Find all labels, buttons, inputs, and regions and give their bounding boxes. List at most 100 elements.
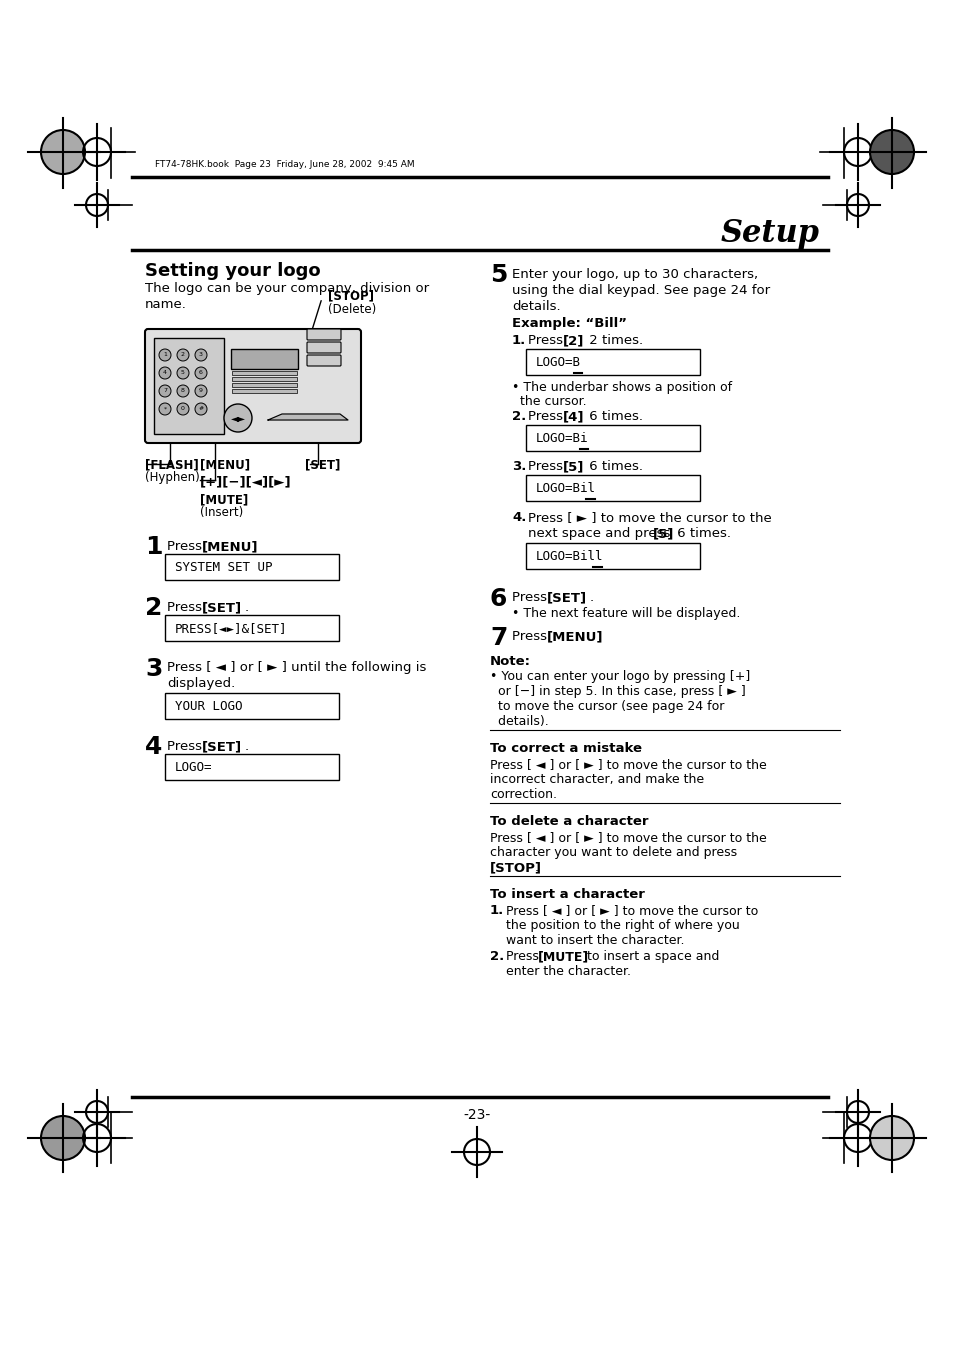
- Text: The logo can be your company, division or: The logo can be your company, division o…: [145, 282, 429, 295]
- Circle shape: [177, 349, 189, 361]
- Text: -23-: -23-: [463, 1108, 490, 1121]
- Circle shape: [177, 385, 189, 397]
- Text: 5: 5: [490, 263, 507, 286]
- Text: [SET]: [SET]: [305, 458, 340, 471]
- Circle shape: [224, 404, 252, 432]
- Text: (Hyphen): (Hyphen): [145, 471, 199, 484]
- Text: LOGO=Bi: LOGO=Bi: [536, 432, 588, 444]
- Text: 3: 3: [145, 657, 162, 681]
- Text: 6: 6: [490, 586, 507, 611]
- Text: 1: 1: [145, 535, 162, 559]
- Circle shape: [177, 403, 189, 415]
- Text: YOUR LOGO: YOUR LOGO: [174, 700, 242, 713]
- Text: [MENU]: [MENU]: [546, 630, 603, 643]
- Text: Note:: Note:: [490, 655, 531, 667]
- Text: 2.: 2.: [512, 409, 526, 423]
- Text: 3.: 3.: [512, 459, 526, 473]
- Text: details.: details.: [512, 300, 560, 313]
- Text: To correct a mistake: To correct a mistake: [490, 742, 641, 755]
- Text: 1.: 1.: [490, 904, 504, 917]
- Text: [STOP]: [STOP]: [490, 861, 541, 874]
- FancyBboxPatch shape: [145, 330, 360, 443]
- Text: Press: Press: [527, 459, 567, 473]
- Circle shape: [869, 1116, 913, 1161]
- FancyBboxPatch shape: [525, 426, 700, 451]
- FancyBboxPatch shape: [525, 476, 700, 501]
- Text: [MENU]: [MENU]: [202, 540, 258, 553]
- Text: [MENU]: [MENU]: [200, 458, 250, 471]
- Text: To insert a character: To insert a character: [490, 888, 644, 901]
- Text: displayed.: displayed.: [167, 677, 235, 690]
- Circle shape: [177, 367, 189, 380]
- Text: Example: “Bill”: Example: “Bill”: [512, 317, 626, 330]
- Text: 2.: 2.: [490, 950, 504, 963]
- Text: or [−] in step 5. In this case, press [ ► ]: or [−] in step 5. In this case, press [ …: [490, 685, 745, 698]
- Text: [5]: [5]: [562, 459, 584, 473]
- Text: .: .: [245, 740, 249, 753]
- FancyBboxPatch shape: [231, 349, 297, 369]
- Circle shape: [159, 385, 171, 397]
- Text: Press [ ◄ ] or [ ► ] to move the cursor to the: Press [ ◄ ] or [ ► ] to move the cursor …: [490, 831, 766, 844]
- Text: 6 times.: 6 times.: [584, 409, 642, 423]
- Text: Press: Press: [512, 590, 551, 604]
- FancyBboxPatch shape: [307, 355, 340, 366]
- Text: [FLASH]: [FLASH]: [145, 458, 198, 471]
- Text: 4: 4: [163, 370, 167, 376]
- Text: .: .: [598, 630, 601, 643]
- Text: [SET]: [SET]: [202, 740, 242, 753]
- FancyBboxPatch shape: [165, 554, 338, 580]
- Text: Press: Press: [505, 950, 542, 963]
- Text: 3: 3: [199, 353, 203, 358]
- Text: 9: 9: [199, 389, 203, 393]
- Text: [SET]: [SET]: [546, 590, 586, 604]
- FancyBboxPatch shape: [153, 338, 224, 434]
- Text: 0: 0: [181, 407, 185, 412]
- FancyBboxPatch shape: [525, 349, 700, 376]
- FancyBboxPatch shape: [232, 382, 296, 386]
- Text: Press [ ► ] to move the cursor to the: Press [ ► ] to move the cursor to the: [527, 511, 771, 524]
- Text: (Delete): (Delete): [328, 303, 375, 316]
- Text: Setup: Setup: [720, 218, 820, 249]
- Text: details).: details).: [490, 715, 548, 728]
- Text: 7: 7: [163, 389, 167, 393]
- Text: the cursor.: the cursor.: [519, 394, 586, 408]
- Text: character you want to delete and press: character you want to delete and press: [490, 846, 737, 859]
- Text: Press: Press: [167, 540, 206, 553]
- Text: 1: 1: [163, 353, 167, 358]
- Text: 6: 6: [199, 370, 203, 376]
- Circle shape: [159, 403, 171, 415]
- FancyBboxPatch shape: [232, 372, 296, 376]
- FancyBboxPatch shape: [165, 615, 338, 640]
- Circle shape: [194, 367, 207, 380]
- Text: Press: Press: [512, 630, 551, 643]
- Text: [MUTE]: [MUTE]: [537, 950, 589, 963]
- Circle shape: [41, 1116, 85, 1161]
- FancyBboxPatch shape: [165, 693, 338, 719]
- Text: • The next feature will be displayed.: • The next feature will be displayed.: [512, 607, 740, 620]
- Text: [5]: [5]: [652, 527, 674, 540]
- Polygon shape: [268, 413, 348, 420]
- Text: Press [ ◄ ] or [ ► ] to move the cursor to the: Press [ ◄ ] or [ ► ] to move the cursor …: [490, 758, 766, 771]
- Text: .: .: [253, 540, 257, 553]
- FancyBboxPatch shape: [165, 754, 338, 780]
- Text: 2: 2: [181, 353, 185, 358]
- Text: correction.: correction.: [490, 788, 557, 801]
- Text: [SET]: [SET]: [202, 601, 242, 613]
- Text: name.: name.: [145, 299, 187, 311]
- Text: .: .: [589, 590, 594, 604]
- Text: Press [ ◄ ] or [ ► ] to move the cursor to: Press [ ◄ ] or [ ► ] to move the cursor …: [505, 904, 758, 917]
- FancyBboxPatch shape: [232, 377, 296, 381]
- Text: • The underbar shows a position of: • The underbar shows a position of: [512, 381, 731, 394]
- Circle shape: [194, 385, 207, 397]
- Text: SYSTEM SET UP: SYSTEM SET UP: [174, 561, 273, 574]
- Text: 6 times.: 6 times.: [672, 527, 730, 540]
- Text: .: .: [535, 861, 538, 874]
- Text: Press [ ◄ ] or [ ► ] until the following is: Press [ ◄ ] or [ ► ] until the following…: [167, 661, 426, 674]
- Text: FT74-78HK.book  Page 23  Friday, June 28, 2002  9:45 AM: FT74-78HK.book Page 23 Friday, June 28, …: [154, 159, 415, 169]
- Text: 5: 5: [181, 370, 185, 376]
- FancyBboxPatch shape: [307, 342, 340, 353]
- Text: *: *: [163, 407, 167, 412]
- Text: 7: 7: [490, 626, 507, 650]
- Text: 4: 4: [145, 735, 162, 759]
- Text: 6 times.: 6 times.: [584, 459, 642, 473]
